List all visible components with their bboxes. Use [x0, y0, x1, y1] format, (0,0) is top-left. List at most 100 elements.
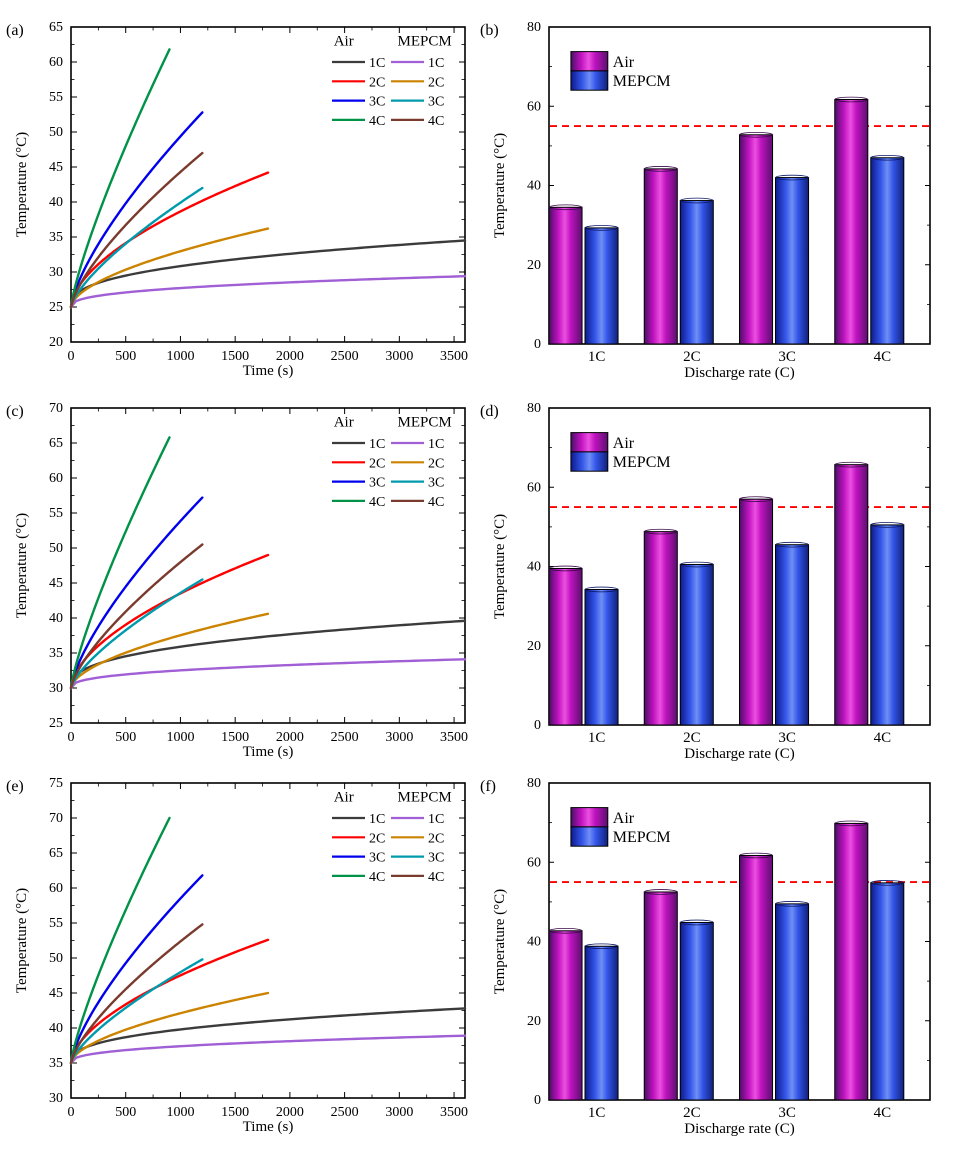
svg-text:60: 60: [49, 881, 63, 896]
svg-text:1000: 1000: [166, 349, 194, 364]
svg-text:MEPCM: MEPCM: [613, 454, 671, 471]
svg-text:4C: 4C: [428, 495, 444, 510]
svg-text:50: 50: [49, 951, 63, 966]
svg-text:2500: 2500: [331, 1105, 359, 1120]
svg-text:Temperature (°C): Temperature (°C): [14, 513, 30, 618]
svg-text:3000: 3000: [385, 730, 413, 745]
svg-text:2C: 2C: [428, 831, 444, 846]
svg-text:30: 30: [49, 1091, 63, 1106]
svg-text:45: 45: [49, 160, 63, 175]
svg-text:3C: 3C: [778, 730, 796, 746]
svg-text:1C: 1C: [428, 437, 444, 452]
svg-text:4C: 4C: [874, 349, 892, 365]
svg-text:1C: 1C: [428, 56, 444, 71]
svg-text:500: 500: [115, 730, 136, 745]
svg-text:40: 40: [49, 195, 63, 210]
svg-text:2C: 2C: [428, 75, 444, 90]
svg-text:Time (s): Time (s): [243, 363, 294, 379]
svg-text:0: 0: [534, 718, 541, 733]
svg-text:3C: 3C: [428, 475, 444, 490]
svg-text:20: 20: [527, 258, 541, 273]
svg-text:0: 0: [68, 730, 75, 745]
svg-text:Temperature (°C): Temperature (°C): [492, 889, 508, 994]
svg-text:40: 40: [527, 559, 541, 574]
svg-text:3500: 3500: [440, 1105, 468, 1120]
svg-text:1000: 1000: [166, 730, 194, 745]
svg-text:2000: 2000: [276, 349, 304, 364]
svg-text:1500: 1500: [221, 730, 249, 745]
svg-text:50: 50: [49, 125, 63, 140]
svg-text:20: 20: [527, 1014, 541, 1029]
svg-text:25: 25: [49, 300, 63, 315]
svg-text:MEPCM: MEPCM: [613, 73, 671, 90]
svg-text:35: 35: [49, 230, 63, 245]
svg-text:3C: 3C: [369, 851, 385, 866]
svg-text:2C: 2C: [369, 75, 385, 90]
svg-text:2C: 2C: [683, 730, 701, 746]
svg-text:30: 30: [49, 681, 63, 696]
svg-text:60: 60: [527, 480, 541, 495]
svg-text:65: 65: [49, 846, 63, 861]
svg-text:60: 60: [49, 55, 63, 70]
svg-text:1C: 1C: [588, 1105, 606, 1121]
svg-text:65: 65: [49, 436, 63, 451]
svg-text:0: 0: [534, 1093, 541, 1108]
svg-text:40: 40: [527, 179, 541, 194]
svg-text:20: 20: [49, 335, 63, 350]
svg-text:4C: 4C: [369, 495, 385, 510]
svg-text:2C: 2C: [428, 456, 444, 471]
svg-text:70: 70: [49, 401, 63, 416]
svg-text:55: 55: [49, 90, 63, 105]
svg-text:0: 0: [68, 1105, 75, 1120]
svg-text:60: 60: [527, 855, 541, 870]
svg-text:60: 60: [527, 99, 541, 114]
svg-text:Air: Air: [613, 810, 635, 827]
svg-text:4C: 4C: [428, 114, 444, 129]
svg-text:(f): (f): [480, 778, 496, 795]
svg-text:(a): (a): [6, 22, 24, 39]
svg-text:0: 0: [68, 349, 75, 364]
svg-text:Temperature (°C): Temperature (°C): [14, 132, 30, 237]
svg-text:80: 80: [527, 401, 541, 416]
svg-text:2500: 2500: [331, 730, 359, 745]
svg-text:35: 35: [49, 646, 63, 661]
svg-text:Air: Air: [334, 414, 354, 430]
svg-text:Air: Air: [334, 34, 354, 50]
svg-text:4C: 4C: [428, 870, 444, 885]
svg-text:4C: 4C: [874, 730, 892, 746]
svg-text:1C: 1C: [369, 56, 385, 71]
svg-text:3000: 3000: [385, 349, 413, 364]
svg-text:75: 75: [49, 776, 63, 791]
svg-text:2C: 2C: [369, 831, 385, 846]
svg-text:50: 50: [49, 541, 63, 556]
svg-text:55: 55: [49, 506, 63, 521]
svg-text:1000: 1000: [166, 1105, 194, 1120]
svg-text:25: 25: [49, 716, 63, 731]
svg-text:20: 20: [527, 639, 541, 654]
svg-text:2C: 2C: [369, 456, 385, 471]
svg-text:1C: 1C: [369, 437, 385, 452]
svg-text:4C: 4C: [369, 114, 385, 129]
svg-text:Discharge rate (C): Discharge rate (C): [684, 365, 795, 381]
svg-text:60: 60: [49, 471, 63, 486]
svg-text:65: 65: [49, 20, 63, 35]
svg-text:40: 40: [49, 1021, 63, 1036]
svg-text:45: 45: [49, 986, 63, 1001]
svg-text:30: 30: [49, 265, 63, 280]
svg-text:70: 70: [49, 811, 63, 826]
svg-text:55: 55: [49, 916, 63, 931]
svg-text:40: 40: [527, 935, 541, 950]
svg-text:Time (s): Time (s): [243, 1119, 294, 1135]
svg-text:MEPCM: MEPCM: [398, 34, 452, 50]
svg-text:3500: 3500: [440, 349, 468, 364]
svg-text:4C: 4C: [874, 1105, 892, 1121]
svg-text:3C: 3C: [428, 851, 444, 866]
svg-text:3C: 3C: [369, 95, 385, 110]
svg-text:1C: 1C: [588, 730, 606, 746]
svg-text:3C: 3C: [778, 349, 796, 365]
svg-text:(c): (c): [6, 403, 24, 420]
svg-text:3000: 3000: [385, 1105, 413, 1120]
svg-text:0: 0: [534, 337, 541, 352]
svg-text:Temperature (°C): Temperature (°C): [14, 888, 30, 993]
svg-text:1500: 1500: [221, 1105, 249, 1120]
